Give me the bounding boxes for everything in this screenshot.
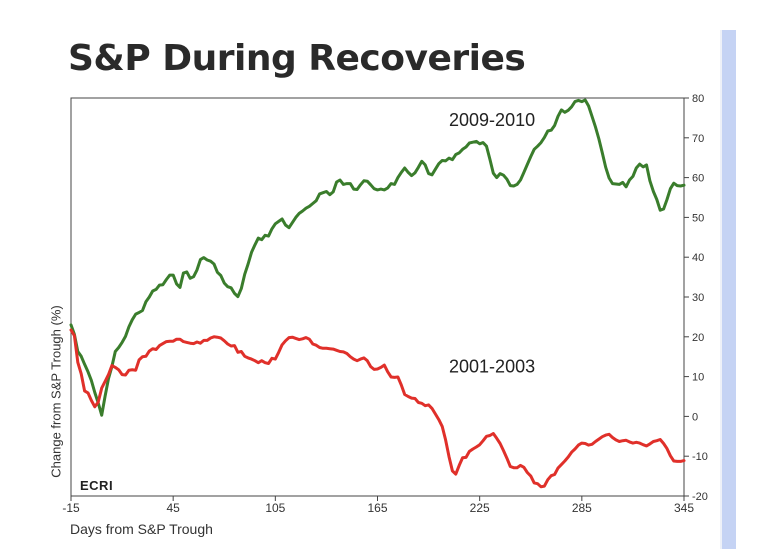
sidebar-edge (720, 30, 722, 549)
y-tick-label: 20 (692, 332, 704, 344)
x-tick-label: 285 (572, 501, 592, 515)
x-axis-label: Days from S&P Trough (70, 521, 213, 537)
x-tick-label: 165 (367, 501, 387, 515)
y-tick-label: 60 (692, 173, 704, 185)
x-tick-label: 105 (265, 501, 285, 515)
series-line-2009-2010 (69, 98, 686, 417)
y-tick-label: 10 (692, 372, 704, 384)
y-tick-label: -10 (692, 451, 708, 463)
x-tick-label: -15 (62, 501, 80, 515)
logo-text: ECRI (80, 478, 113, 493)
y-tick-label: 0 (692, 411, 698, 423)
x-tick-label: 45 (166, 501, 180, 515)
series-label: 2009-2010 (449, 110, 535, 130)
y-tick-label: 40 (692, 252, 704, 264)
y-tick-label: 30 (692, 292, 704, 304)
ecri-logo: ECRI (80, 478, 113, 493)
label-layer: 2009-2010 2001-2003 (449, 110, 535, 377)
y-tick-label: 50 (692, 212, 704, 224)
series-label: 2001-2003 (449, 357, 535, 377)
y-tick-label: 80 (692, 93, 704, 105)
y-tick-label: 70 (692, 133, 704, 145)
chart-title: S&P During Recoveries (68, 38, 526, 79)
tick-layer: -15 45 105 165 225 285 345-20 -10 0 10 20 30 40 50 60 7… (62, 93, 708, 515)
series-line-2001-2003 (69, 328, 686, 489)
sidebar-stripe (722, 30, 736, 549)
plot-frame (70, 97, 685, 497)
series-layer (69, 98, 686, 489)
x-tick-label: 225 (470, 501, 490, 515)
x-tick-label: 345 (674, 501, 694, 515)
y-tick-label: -20 (692, 491, 708, 503)
